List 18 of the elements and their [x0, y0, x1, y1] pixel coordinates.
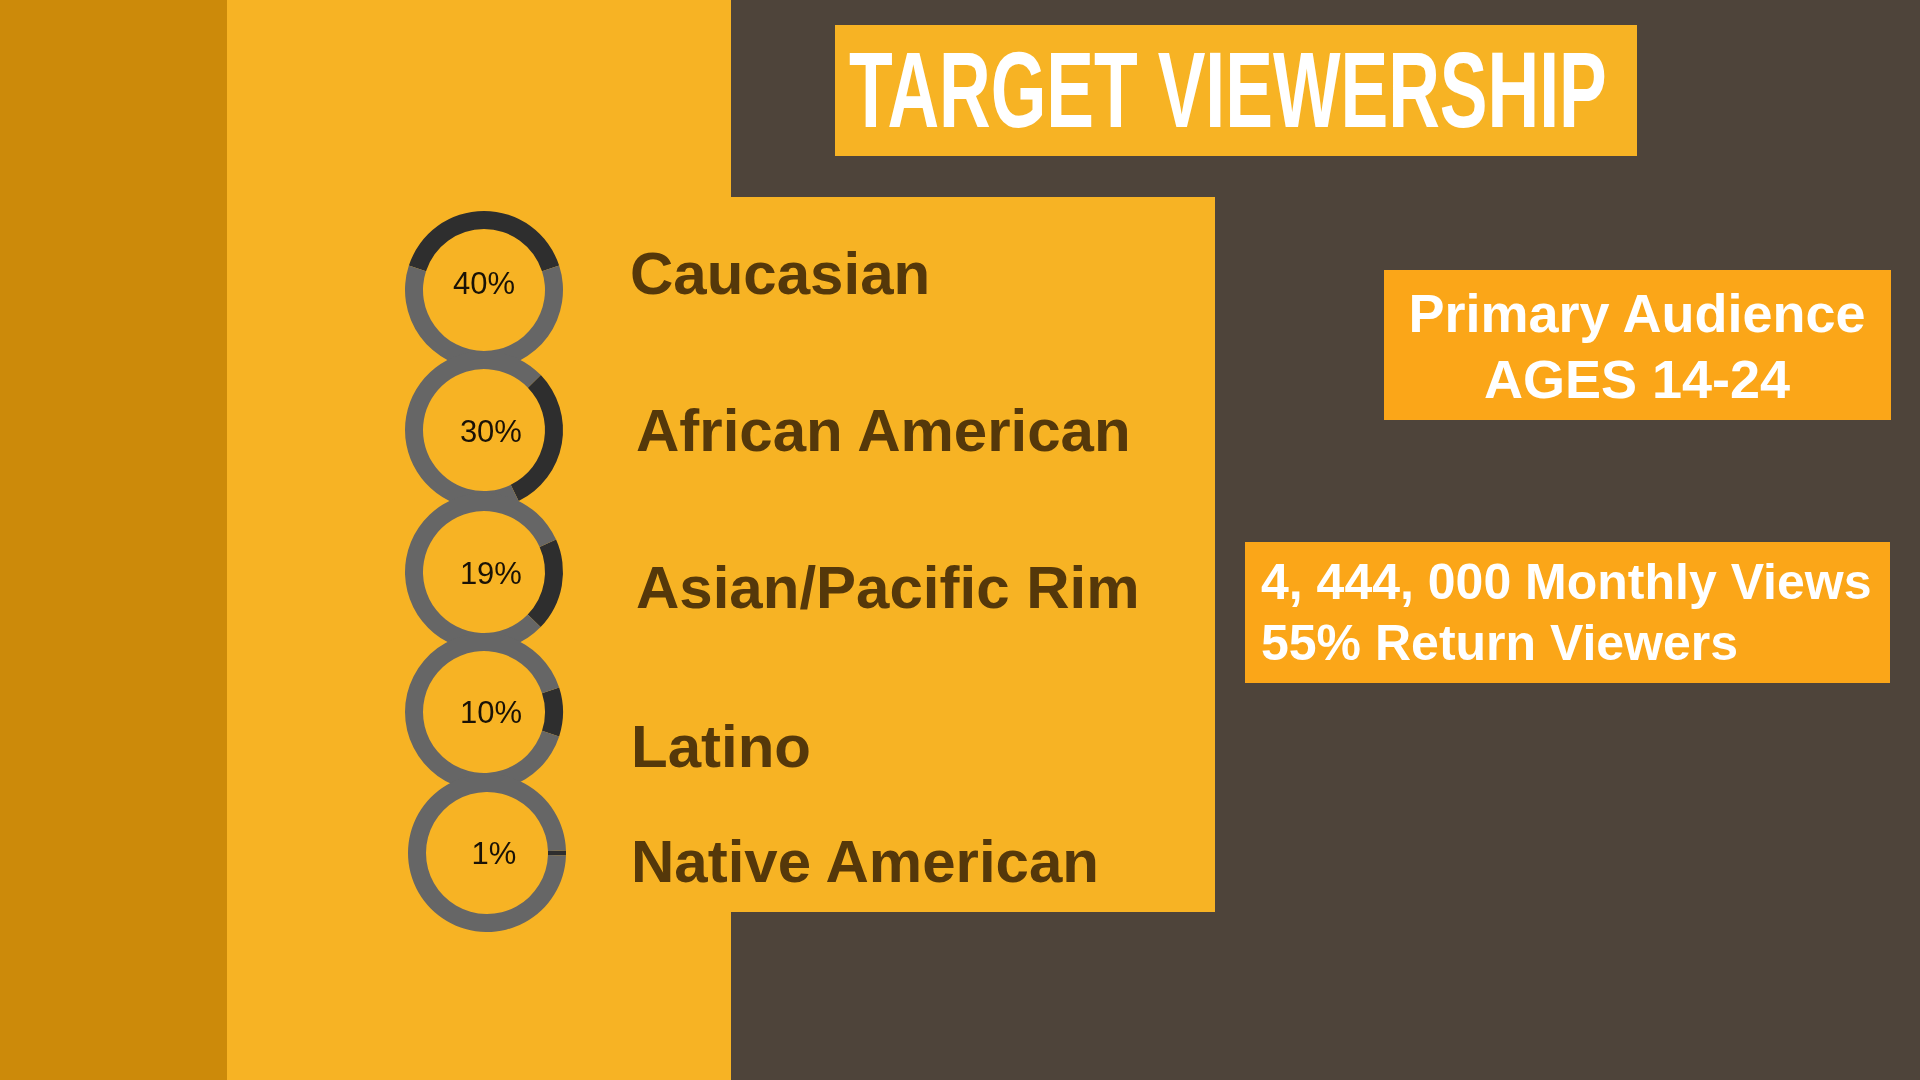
data-label: 30% [459, 414, 522, 450]
text: AGES 14-24 [1483, 349, 1791, 409]
donut-slice [527, 539, 563, 628]
slice-label: African American [636, 397, 1131, 464]
text: 4, 444, 000 Monthly Views [1261, 554, 1872, 610]
text: Primary Audience [1408, 283, 1866, 343]
slice-label: Caucasian [630, 240, 931, 307]
data-label: 1% [471, 836, 517, 871]
slice-label: Asian/Pacific Rim [636, 554, 1140, 621]
data-label: 40% [452, 266, 516, 301]
text: 55% Return Viewers [1261, 615, 1739, 671]
slice-label: Native American [631, 828, 1099, 895]
slice-label: Latino [631, 713, 811, 780]
donut-slice [547, 850, 566, 856]
data-label: 10% [459, 695, 523, 730]
donut-slice [408, 211, 560, 272]
donut-slice [542, 687, 563, 737]
data-label: 19% [459, 556, 522, 592]
